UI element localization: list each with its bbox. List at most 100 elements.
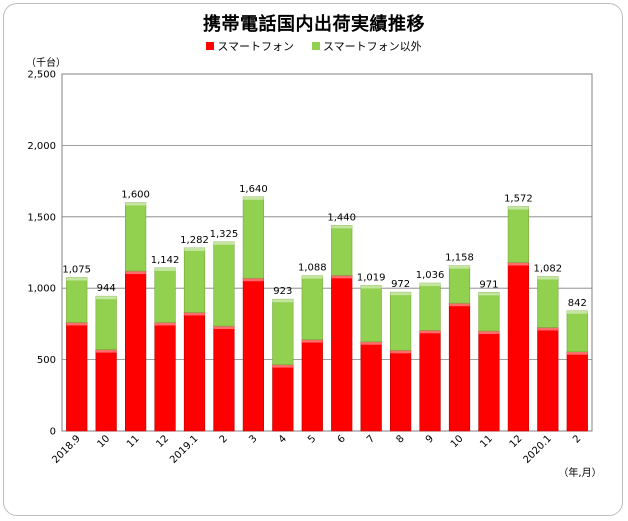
bar-non-smartphone xyxy=(272,298,294,365)
y-tick-label: 0 xyxy=(50,427,56,438)
bar-smartphone xyxy=(360,341,382,432)
total-label: 1,440 xyxy=(327,212,356,223)
bar-non-smartphone xyxy=(66,277,88,323)
total-label: 972 xyxy=(391,279,410,290)
total-label: 1,325 xyxy=(210,229,239,240)
bar-non-smartphone xyxy=(566,310,588,353)
bar-cap-smartphone xyxy=(184,312,205,316)
x-tick-label: 10 xyxy=(449,433,466,450)
bar-cap-smartphone xyxy=(419,330,441,334)
y-tick-label: 1,500 xyxy=(27,212,56,223)
bar-non-smartphone xyxy=(507,206,529,263)
bar-cap-non-smartphone xyxy=(508,206,529,210)
x-tick-label: 2019.1 xyxy=(168,433,201,466)
x-tick-label: 11 xyxy=(125,433,142,450)
legend-label-non-smartphone: スマートフォン以外 xyxy=(323,40,422,53)
chart-title: 携帯電話国内出荷実績推移 xyxy=(203,14,425,35)
bar-non-smartphone xyxy=(390,291,412,351)
x-tick-label: 7 xyxy=(365,433,377,445)
total-label: 944 xyxy=(97,283,116,294)
bar-non-smartphone xyxy=(478,292,500,332)
bar-non-smartphone xyxy=(448,265,471,304)
bar-non-smartphone xyxy=(537,276,559,328)
total-label: 971 xyxy=(479,279,498,290)
bar-smartphone xyxy=(301,339,323,432)
x-tick-label: 12 xyxy=(154,433,171,450)
bar-cap-smartphone xyxy=(243,278,264,282)
total-label: 1,600 xyxy=(121,190,150,201)
bar-smartphone xyxy=(448,302,471,432)
total-label: 842 xyxy=(568,298,587,309)
bar-non-smartphone xyxy=(242,196,264,279)
x-tick-label: 4 xyxy=(277,433,289,445)
x-tick-label: 2 xyxy=(571,433,583,445)
x-tick-label: 12 xyxy=(508,433,525,450)
bar-smartphone xyxy=(419,330,441,432)
bar-smartphone xyxy=(183,312,206,432)
bar-smartphone xyxy=(125,270,147,432)
x-tick-label: 5 xyxy=(306,433,318,445)
y-tick-label: 2,000 xyxy=(27,141,56,152)
bar-cap-non-smartphone xyxy=(301,275,323,279)
y-tick-label: 500 xyxy=(37,355,56,366)
bar-cap-non-smartphone xyxy=(566,310,588,314)
bar-non-smartphone xyxy=(331,225,353,276)
bar-cap-non-smartphone xyxy=(184,247,205,251)
bar-smartphone xyxy=(390,350,412,432)
x-tick-label: 6 xyxy=(336,433,348,445)
bar-cap-non-smartphone xyxy=(449,265,470,269)
total-label: 1,088 xyxy=(298,263,327,274)
x-tick-label: 10 xyxy=(96,433,113,450)
bar-cap-smartphone xyxy=(272,364,294,368)
bar-cap-smartphone xyxy=(449,303,470,307)
bar-smartphone xyxy=(154,322,176,432)
bar-cap-smartphone xyxy=(478,331,500,335)
bar-smartphone xyxy=(566,351,588,432)
x-tick-label: 8 xyxy=(394,433,406,445)
bar-cap-non-smartphone xyxy=(537,276,559,280)
bar-non-smartphone xyxy=(183,247,206,313)
x-tick-label: 2018.9 xyxy=(50,433,83,466)
total-label: 1,082 xyxy=(534,263,563,274)
plot-area xyxy=(61,73,593,432)
y-axis-unit: （千台） xyxy=(26,56,66,69)
bar-cap-smartphone xyxy=(154,322,176,326)
bar-cap-non-smartphone xyxy=(243,196,264,200)
bar-cap-non-smartphone xyxy=(154,267,176,271)
bar-cap-smartphone xyxy=(66,322,88,326)
total-label: 1,019 xyxy=(357,272,386,283)
x-tick-label: 11 xyxy=(478,433,495,450)
bar-non-smartphone xyxy=(95,295,117,350)
total-label: 1,158 xyxy=(445,253,474,264)
total-label: 923 xyxy=(273,286,292,297)
legend-swatch-non-smartphone xyxy=(312,42,320,50)
bar-smartphone xyxy=(95,349,117,432)
bar-cap-non-smartphone xyxy=(272,299,294,303)
x-tick-label: 2020.1 xyxy=(521,433,554,466)
total-label: 1,142 xyxy=(151,255,180,266)
legend-item-non-smartphone: スマートフォン以外 xyxy=(312,38,422,54)
bar-smartphone xyxy=(272,364,294,432)
bar-cap-smartphone xyxy=(331,275,353,279)
bar-cap-non-smartphone xyxy=(66,277,88,281)
x-tick-label: 3 xyxy=(247,433,259,445)
legend: スマートフォン スマートフォン以外 xyxy=(0,38,628,54)
bar-cap-smartphone xyxy=(566,351,588,355)
x-tick-label: 9 xyxy=(424,433,436,445)
bar-non-smartphone xyxy=(154,267,176,323)
y-tick-label: 2,500 xyxy=(27,70,56,81)
total-label: 1,282 xyxy=(180,235,209,246)
bar-cap-non-smartphone xyxy=(478,292,500,296)
bar-smartphone xyxy=(478,330,500,432)
bar-non-smartphone xyxy=(125,202,147,272)
total-label: 1,572 xyxy=(504,194,533,205)
bar-cap-non-smartphone xyxy=(125,202,146,206)
x-axis-unit: （年,月） xyxy=(558,466,601,479)
bar-cap-non-smartphone xyxy=(360,285,382,289)
bar-cap-smartphone xyxy=(360,341,382,345)
bar-non-smartphone xyxy=(419,282,441,331)
bar-cap-non-smartphone xyxy=(95,296,117,300)
legend-label-smartphone: スマートフォン xyxy=(217,40,294,53)
total-label: 1,036 xyxy=(416,270,445,281)
bar-cap-smartphone xyxy=(213,326,235,330)
